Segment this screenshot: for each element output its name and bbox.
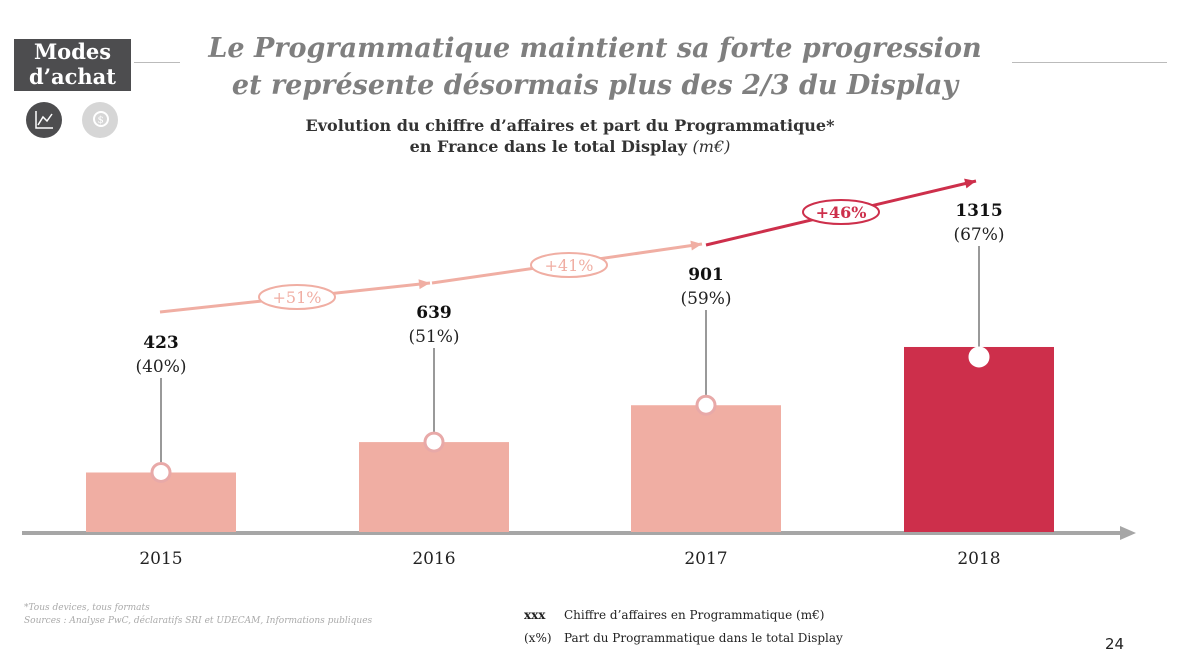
subtitle-unit: (m€) — [692, 137, 731, 156]
divider — [1012, 62, 1167, 63]
arrow-head — [964, 178, 976, 189]
bar-marker — [423, 431, 445, 453]
x-tick-label: 2015 — [139, 549, 182, 569]
money-icon[interactable]: $ — [82, 102, 118, 138]
bar-marker — [695, 394, 717, 416]
share-label: (59%) — [680, 289, 731, 309]
growth-label: +46% — [816, 203, 867, 222]
badge-line: d’achat — [29, 64, 116, 89]
footnote-sources: Sources : Analyse PwC, déclaratifs SRI e… — [24, 616, 373, 626]
legend-item: (x%) Part du Programmatique dans le total… — [524, 631, 843, 645]
value-label: 639 — [416, 303, 452, 323]
title-line: Le Programmatique maintient sa forte pro… — [208, 33, 982, 64]
value-label: 423 — [143, 333, 179, 353]
bar-2017 — [631, 405, 781, 532]
growth-badge — [530, 252, 608, 278]
share-label: (51%) — [408, 327, 459, 347]
value-label: 1315 — [955, 201, 1002, 221]
growth-badge — [802, 199, 880, 225]
bar-2018 — [904, 346, 1054, 532]
x-tick-label: 2017 — [684, 549, 727, 569]
bar-2016 — [359, 442, 509, 532]
share-label: (40%) — [135, 357, 186, 377]
x-tick-label: 2016 — [412, 549, 455, 569]
arrow-head — [690, 240, 702, 251]
bar-marker — [968, 346, 990, 368]
share-label: (67%) — [953, 225, 1004, 245]
bar-marker — [150, 461, 172, 483]
section-badge: Modes d’achat — [14, 39, 131, 91]
legend-key: xxx — [524, 608, 546, 622]
badge-line: Modes — [33, 39, 112, 64]
chart-subtitle: Evolution du chiffre d’affaires et part … — [250, 115, 890, 157]
x-axis-arrow — [1120, 526, 1136, 540]
legend-item: xxx Chiffre d’affaires en Programmatique … — [524, 608, 824, 622]
growth-badge — [258, 284, 336, 310]
arrow-head — [418, 279, 430, 290]
growth-label: +41% — [545, 256, 594, 275]
footnote: *Tous devices, tous formats Sources : Ana… — [24, 602, 372, 628]
chart-icon[interactable] — [26, 102, 62, 138]
svg-text:$: $ — [98, 115, 104, 126]
footnote-line: *Tous devices, tous formats — [24, 603, 150, 613]
legend-label: Part du Programmatique dans le total Dis… — [564, 631, 843, 645]
divider — [134, 62, 180, 63]
subtitle-line: Evolution du chiffre d’affaires et part … — [305, 116, 835, 135]
value-label: 901 — [688, 265, 724, 285]
title-line: et représente désormais plus des 2/3 du … — [231, 70, 959, 101]
legend-label: Chiffre d’affaires en Programmatique (m€… — [564, 608, 825, 622]
page-number: 24 — [1105, 635, 1125, 653]
subtitle-line: en France dans le total Display — [409, 137, 687, 156]
legend-key: (x%) — [524, 631, 552, 645]
growth-label: +51% — [273, 288, 322, 307]
x-tick-label: 2018 — [957, 549, 1000, 569]
page-title: Le Programmatique maintient sa forte pro… — [180, 30, 1010, 104]
